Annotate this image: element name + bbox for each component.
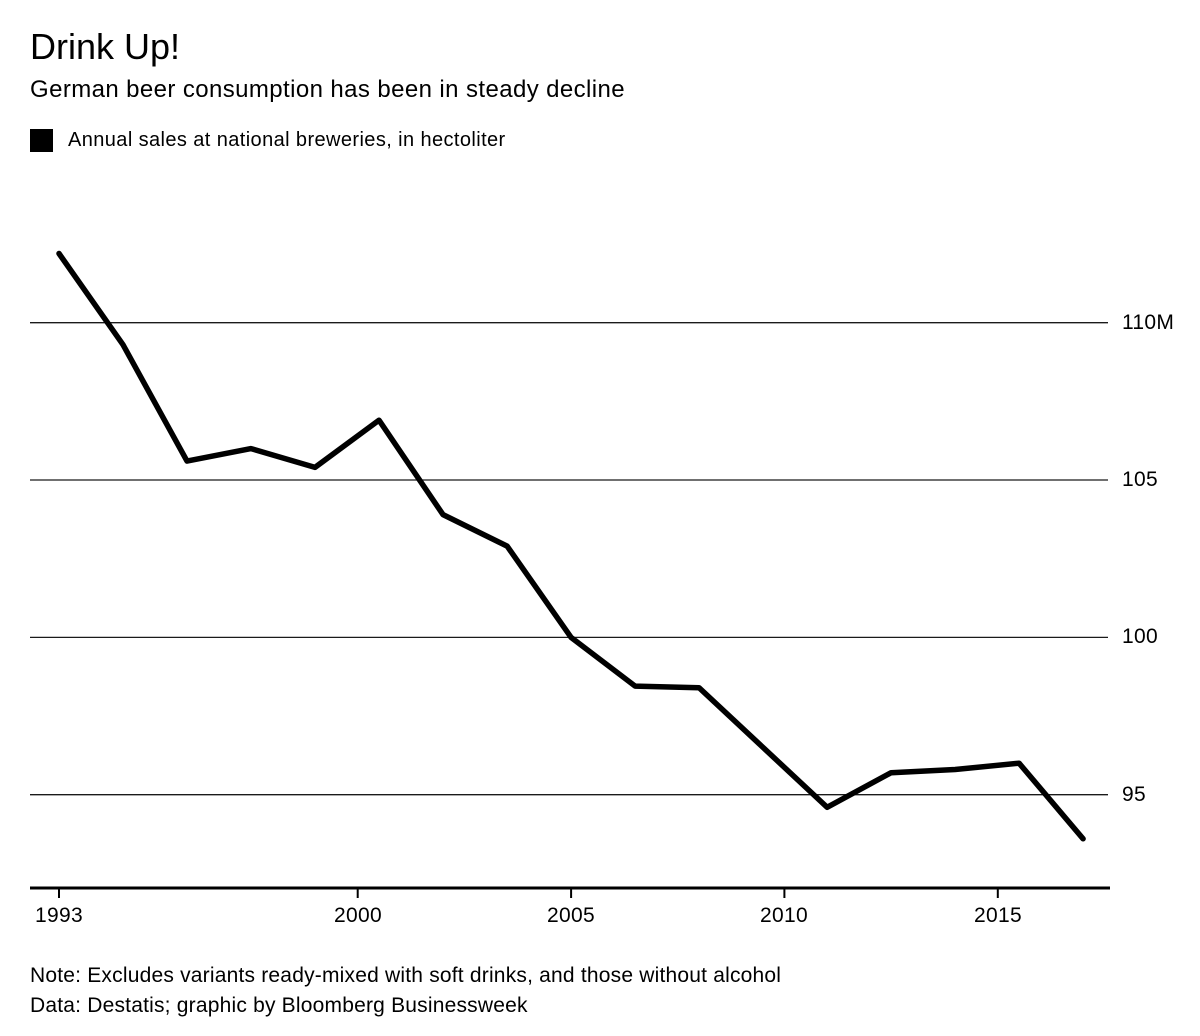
x-axis-label: 2015 [974,904,1022,927]
x-axis-label: 2000 [334,904,382,927]
data-line [56,250,1086,842]
chart-source: Data: Destatis; graphic by Bloomberg Bus… [30,994,528,1017]
legend-swatch [30,129,53,152]
legend: Annual sales at national breweries, in h… [30,129,506,152]
y-axis-label: 110M [1122,311,1175,334]
y-axis-label: 100 [1122,625,1158,648]
y-axis-label: 105 [1122,468,1158,491]
x-axis-label: 2005 [547,904,595,927]
chart-footer: Note: Excludes variants ready-mixed with… [30,961,781,1021]
x-axis-label: 2010 [760,904,808,927]
chart-note: Note: Excludes variants ready-mixed with… [30,964,782,987]
chart-subtitle: German beer consumption has been in stea… [30,76,626,103]
y-axis-label: 95 [1122,783,1146,806]
x-axis-label: 1993 [35,904,83,927]
chart-title: Drink Up! [30,26,181,67]
legend-label: Annual sales at national breweries, in h… [68,129,506,151]
